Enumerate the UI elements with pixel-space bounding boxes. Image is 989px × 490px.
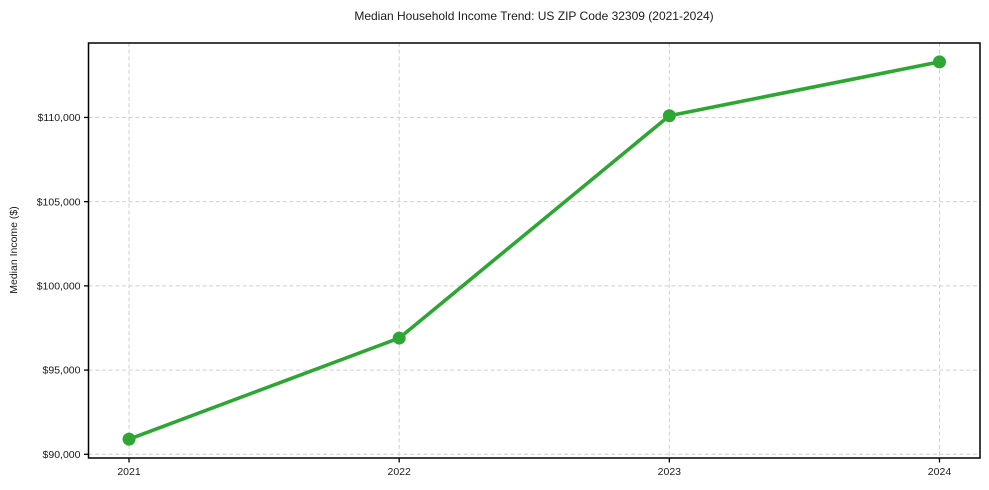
chart-title: Median Household Income Trend: US ZIP Co… (354, 9, 714, 23)
y-tick-label: $110,000 (37, 112, 80, 124)
plot-border (87, 42, 981, 459)
y-tick-label: $105,000 (37, 196, 81, 208)
y-tick-label: $95,000 (43, 365, 81, 377)
data-point (662, 109, 676, 123)
y-tick-label: $100,000 (37, 280, 81, 292)
data-point (122, 432, 136, 446)
y-tick-label: $90,000 (43, 449, 81, 461)
data-point (932, 55, 946, 69)
income-trend-line (127, 60, 942, 441)
x-tick-label: 2022 (387, 466, 411, 478)
data-point (392, 331, 406, 345)
x-tick-label: 2024 (928, 466, 952, 478)
x-tick-label: 2021 (117, 466, 141, 478)
x-tick-label: 2023 (658, 466, 682, 478)
